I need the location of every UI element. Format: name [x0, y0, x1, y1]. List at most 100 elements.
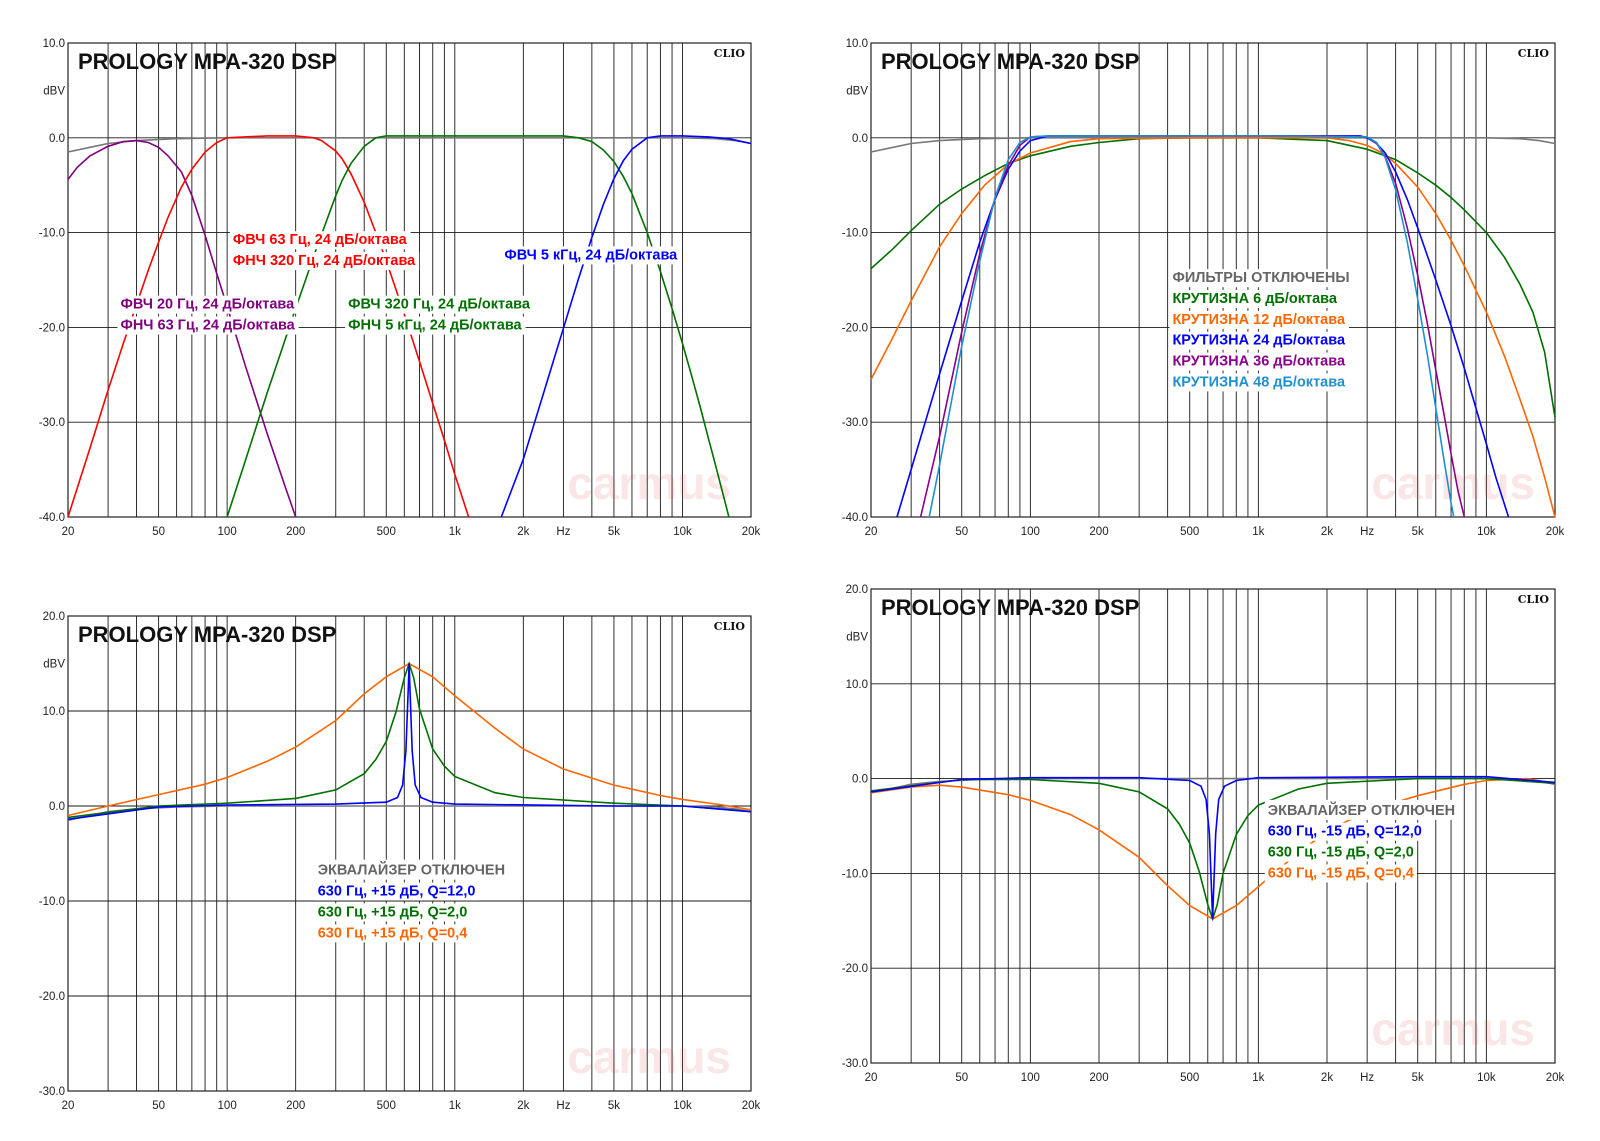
annotation-text: КРУТИЗНА 48 дБ/октава: [1172, 374, 1345, 390]
watermark: carmus: [1371, 1003, 1535, 1055]
annotation-text: 630 Гц, +15 дБ, Q=12,0: [318, 884, 476, 900]
x-tick-label: 2k: [1321, 526, 1333, 538]
y-tick-label: 20.0: [43, 611, 65, 623]
annotation: ФВЧ 5 кГц, 24 дБ/октава: [501, 246, 682, 265]
x-tick-label: 20k: [742, 1100, 761, 1112]
x-tick-label: 50: [152, 1100, 165, 1112]
x-tick-label: 20k: [1546, 526, 1565, 538]
y-tick-label: -40.0: [39, 512, 65, 524]
annotation: ФНЧ 320 Гц, 24 дБ/октава: [229, 252, 420, 271]
x-tick-label: 20: [865, 526, 878, 538]
x-tick-label: 1k: [1252, 526, 1264, 538]
annotation-bg: [229, 252, 420, 271]
y-tick-label: -40.0: [842, 512, 868, 524]
x-tick-label: 50: [955, 526, 968, 538]
annotation-text: ЭКВАЛАЙЗЕР ОТКЛЮЧЕН: [1268, 801, 1455, 819]
x-tick-label: 100: [218, 526, 237, 538]
annotation-text: 630 Гц, -15 дБ, Q=2,0: [1268, 845, 1414, 861]
x-tick-label: 200: [286, 526, 305, 538]
x-tick-label: 5k: [608, 1100, 620, 1112]
series-line: [67, 663, 752, 821]
y-tick-label: -10.0: [842, 228, 868, 240]
y-tick-label: -30.0: [842, 417, 868, 429]
annotation-bg: [1169, 373, 1349, 392]
annotation: КРУТИЗНА 12 дБ/октава: [1169, 310, 1349, 329]
series-line: [870, 775, 1556, 919]
annotation-text: ФИЛЬТРЫ ОТКЛЮЧЕНЫ: [1172, 270, 1349, 286]
y-axis-label: dBV: [43, 659, 65, 671]
annotation-bg: [229, 231, 411, 250]
annotation-text: ФНЧ 5 кГц, 24 дБ/октава: [348, 318, 522, 334]
y-tick-label: 0.0: [49, 801, 65, 813]
x-tick-label: 200: [286, 1100, 305, 1112]
annotation-text: ФНЧ 63 Гц, 24 дБ/октава: [120, 318, 295, 334]
y-tick-label: -20.0: [842, 963, 868, 975]
y-tick-label: 10.0: [43, 38, 65, 50]
annotation: ЭКВАЛАЙЗЕР ОТКЛЮЧЕН: [314, 859, 509, 880]
annotation: 630 Гц, +15 дБ, Q=12,0: [314, 882, 479, 901]
annotation: 630 Гц, -15 дБ, Q=2,0: [1264, 843, 1417, 862]
annotation-bg: [314, 859, 509, 880]
annotation-bg: [1264, 822, 1425, 841]
annotation: ФВЧ 20 Гц, 24 дБ/октава: [117, 295, 299, 314]
x-tick-label: 500: [1180, 526, 1199, 538]
y-tick-label: 20.0: [846, 584, 868, 596]
annotation-bg: [1169, 269, 1353, 288]
annotation: ФВЧ 63 Гц, 24 дБ/октава: [229, 231, 411, 250]
x-tick-label: 10k: [1477, 1072, 1496, 1084]
y-tick-label: 10.0: [43, 706, 65, 718]
annotation: ФНЧ 5 кГц, 24 дБ/октава: [345, 316, 526, 335]
x-tick-label: 2k: [1321, 1072, 1333, 1084]
plot-area: [67, 42, 752, 518]
x-tick-label: 50: [152, 526, 165, 538]
annotation-bg: [1169, 331, 1349, 350]
chart-title: PROLOGY MPA-320 DSP: [78, 49, 336, 74]
series-line: [870, 137, 1556, 518]
annotation-bg: [501, 246, 682, 265]
y-axis-label: dBV: [846, 85, 868, 97]
annotation-text: ЭКВАЛАЙЗЕР ОТКЛЮЧЕН: [318, 861, 505, 879]
watermark: carmus: [567, 457, 731, 509]
annotation-bg: [1169, 352, 1349, 371]
x-tick-label: 20: [865, 1072, 878, 1084]
x-tick-label: 10k: [673, 1100, 692, 1112]
x-tick-label: 10k: [1477, 526, 1496, 538]
annotation-bg: [314, 924, 471, 943]
x-tick-label: 100: [1021, 526, 1040, 538]
y-tick-label: -30.0: [842, 1058, 868, 1070]
y-axis-label: dBV: [846, 631, 868, 643]
y-tick-label: -10.0: [842, 868, 868, 880]
watermark: carmus: [567, 1031, 731, 1083]
annotation-text: КРУТИЗНА 36 дБ/октава: [1172, 354, 1345, 370]
annotation: КРУТИЗНА 6 дБ/октава: [1169, 290, 1341, 309]
y-tick-label: 0.0: [49, 133, 65, 145]
x-tick-label: 2k: [517, 1100, 529, 1112]
annotation-bg: [345, 295, 534, 314]
annotation: ФНЧ 63 Гц, 24 дБ/октава: [117, 316, 299, 335]
annotation-text: 630 Гц, -15 дБ, Q=0,4: [1268, 865, 1414, 881]
annotation-bg: [1264, 864, 1417, 883]
chart-eq_cut: carmus 20.0 10.0 0.0 -10.0 -20.0 -30.0 dBV 20 50 1…: [842, 584, 1565, 1084]
x-tick-label: 1k: [1252, 1072, 1264, 1084]
annotation-text: 630 Гц, +15 дБ, Q=2,0: [318, 904, 468, 920]
y-tick-label: 0.0: [852, 133, 868, 145]
annotation-bg: [1169, 310, 1349, 329]
x-tick-label: 5k: [1412, 526, 1424, 538]
annotation-bg: [1264, 799, 1459, 820]
annotation-bg: [345, 316, 526, 335]
annotation-text: ФНЧ 320 Гц, 24 дБ/октава: [233, 253, 416, 269]
x-tick-label: 20k: [742, 526, 761, 538]
x-tick-label: 200: [1089, 526, 1108, 538]
y-axis-label: dBV: [43, 85, 65, 97]
annotation-text: КРУТИЗНА 12 дБ/октава: [1172, 312, 1345, 328]
annotation: ФИЛЬТРЫ ОТКЛЮЧЕНЫ: [1169, 269, 1353, 288]
annotation-text: ФВЧ 320 Гц, 24 дБ/октава: [348, 297, 531, 313]
x-tick-label: 100: [1021, 1072, 1040, 1084]
annotation: ФВЧ 320 Гц, 24 дБ/октава: [345, 295, 534, 314]
x-axis-label: Hz: [556, 526, 570, 538]
annotation: 630 Гц, +15 дБ, Q=0,4: [314, 924, 471, 943]
y-tick-label: -20.0: [39, 991, 65, 1003]
brand-logo: CLIO: [1518, 47, 1550, 60]
series-line: [928, 135, 1455, 518]
